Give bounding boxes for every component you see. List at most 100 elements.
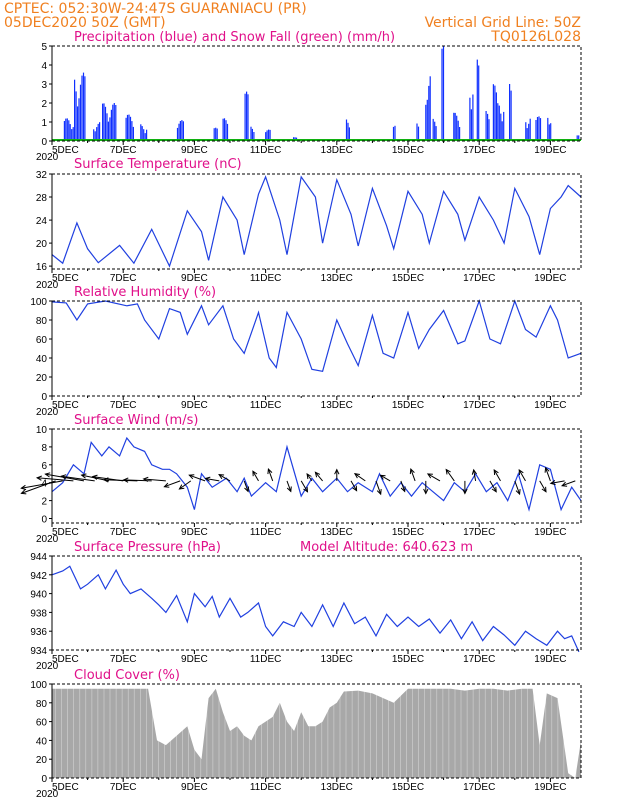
wind-arrowhead bbox=[163, 482, 170, 488]
precip-bar bbox=[494, 85, 496, 141]
precip-bar bbox=[269, 129, 271, 141]
precip-bar bbox=[104, 106, 107, 141]
precip-bar bbox=[244, 93, 246, 141]
header-date-line: 05DEC2020 50Z (GMT) bbox=[4, 15, 166, 31]
wind-vector bbox=[164, 480, 181, 488]
wind-vector bbox=[103, 479, 138, 482]
x-tick-label: 13DEC bbox=[321, 527, 353, 538]
x-tick-label: 9DEC bbox=[181, 527, 208, 538]
precip-bar bbox=[250, 126, 252, 141]
x-tick-label: 19DEC bbox=[534, 527, 566, 538]
wind-series-line bbox=[51, 436, 582, 512]
y-tick-label: 20 bbox=[36, 373, 48, 384]
wind-arrowhead bbox=[314, 471, 321, 478]
y-tick-label: 10 bbox=[36, 425, 48, 436]
x-tick-label: 17DEC bbox=[463, 782, 495, 793]
wind-vector bbox=[205, 478, 220, 482]
y-tick-label: 0 bbox=[41, 774, 47, 785]
y-tick-label: 40 bbox=[36, 354, 48, 365]
precipitation-plot: 0 1 2 3 4 5 5DEC 7DEC 9DEC 11DEC 13DEC 15DEC 17DEC 19… bbox=[36, 42, 582, 163]
precip-bar bbox=[125, 117, 127, 141]
x-tick-label: 5DEC bbox=[52, 654, 79, 665]
x-tick-label: 15DEC bbox=[392, 145, 424, 156]
wind-vector bbox=[514, 480, 521, 495]
y-tick-label: 16 bbox=[36, 262, 48, 273]
model-altitude-label: Model Altitude: 640.623 m bbox=[300, 540, 473, 555]
precip-bar bbox=[115, 105, 117, 141]
wind-arrowhead bbox=[426, 473, 433, 479]
wind-panel: Surface Wind (m/s) 0 2 4 6 8 10 5DEC 7DEC 9DEC 11… bbox=[20, 413, 582, 545]
precip-bar bbox=[434, 121, 436, 141]
precip-bar bbox=[253, 132, 255, 141]
wind-arrowhead bbox=[122, 477, 129, 483]
wind-vector bbox=[550, 480, 565, 484]
precip-bar bbox=[457, 120, 459, 141]
x-tick-label: 15DEC bbox=[392, 654, 424, 665]
wind-vector bbox=[61, 475, 95, 482]
x-tick-label: 11DEC bbox=[250, 400, 282, 411]
wind-arrowhead bbox=[445, 468, 451, 475]
wind-arrowhead bbox=[334, 468, 340, 475]
precip-bar bbox=[539, 118, 542, 141]
precip-bar bbox=[215, 127, 217, 141]
precipitation-panel: Precipitation (blue) and Snow Fall (gree… bbox=[36, 30, 582, 163]
wind-arrowhead bbox=[409, 468, 415, 475]
humidity-series-line bbox=[51, 299, 582, 372]
wind-arrowhead bbox=[218, 474, 225, 480]
humidity-title: Relative Humidity (%) bbox=[74, 285, 216, 300]
precip-bar bbox=[84, 76, 86, 141]
precip-bar bbox=[126, 114, 129, 141]
precip-bar bbox=[78, 98, 80, 141]
wind-arrowhead bbox=[379, 474, 386, 480]
wind-arrowhead bbox=[188, 474, 195, 480]
y-tick-label: 934 bbox=[30, 646, 47, 657]
pressure-plot: 934 936 938 940 942 944 5DEC 7DEC 9DEC 11DEC 13DEC… bbox=[30, 552, 582, 672]
precip-bar bbox=[472, 94, 474, 141]
precip-bar bbox=[223, 118, 226, 141]
pressure-frame bbox=[51, 555, 582, 651]
temperature-panel: Surface Temperature (nC) 16 20 24 28 32 5DEC 7… bbox=[36, 157, 582, 291]
wind-arrowhead bbox=[303, 486, 309, 493]
pressure-series-line bbox=[51, 565, 580, 653]
y-tick-label: 0 bbox=[41, 137, 47, 148]
y-tick-label: 1 bbox=[41, 118, 47, 129]
year-label: 2020 bbox=[36, 789, 59, 800]
precip-bar bbox=[109, 117, 111, 141]
precip-bar bbox=[547, 117, 549, 141]
x-tick-label: 15DEC bbox=[392, 400, 424, 411]
wind-vector bbox=[539, 480, 547, 493]
x-tick-label: 13DEC bbox=[321, 654, 353, 665]
y-tick-label: 936 bbox=[30, 627, 47, 638]
y-tick-label: 80 bbox=[36, 316, 48, 327]
wind-arrowhead bbox=[462, 488, 468, 495]
y-tick-label: 20 bbox=[36, 239, 48, 250]
precip-bar bbox=[71, 129, 73, 141]
precip-bar bbox=[68, 120, 70, 141]
x-tick-label: 5DEC bbox=[52, 782, 79, 793]
wind-arrowhead bbox=[491, 486, 497, 493]
x-tick-label: 11DEC bbox=[250, 654, 282, 665]
x-tick-label: 19DEC bbox=[534, 782, 566, 793]
precip-bar bbox=[75, 91, 77, 141]
x-tick-label: 19DEC bbox=[534, 145, 566, 156]
x-tick-label: 15DEC bbox=[392, 273, 424, 284]
y-tick-label: 28 bbox=[36, 193, 48, 204]
precip-bar bbox=[213, 128, 215, 141]
wind-vector bbox=[306, 473, 313, 482]
precip-bar bbox=[144, 133, 146, 141]
pressure-title: Surface Pressure (hPa) bbox=[74, 540, 221, 555]
precip-bar bbox=[535, 120, 537, 141]
x-tick-label: 11DEC bbox=[250, 527, 282, 538]
y-tick-label: 2 bbox=[41, 497, 47, 508]
x-tick-label: 9DEC bbox=[181, 782, 208, 793]
wind-arrowhead bbox=[252, 470, 258, 477]
precip-bar bbox=[265, 132, 267, 141]
temperature-frame bbox=[51, 173, 582, 270]
precip-bar bbox=[132, 126, 134, 141]
cloud-title: Cloud Cover (%) bbox=[74, 668, 180, 683]
precip-bar bbox=[416, 123, 418, 141]
precip-bar bbox=[442, 46, 445, 141]
precip-bar bbox=[500, 113, 502, 141]
wind-arrowhead bbox=[423, 488, 429, 495]
